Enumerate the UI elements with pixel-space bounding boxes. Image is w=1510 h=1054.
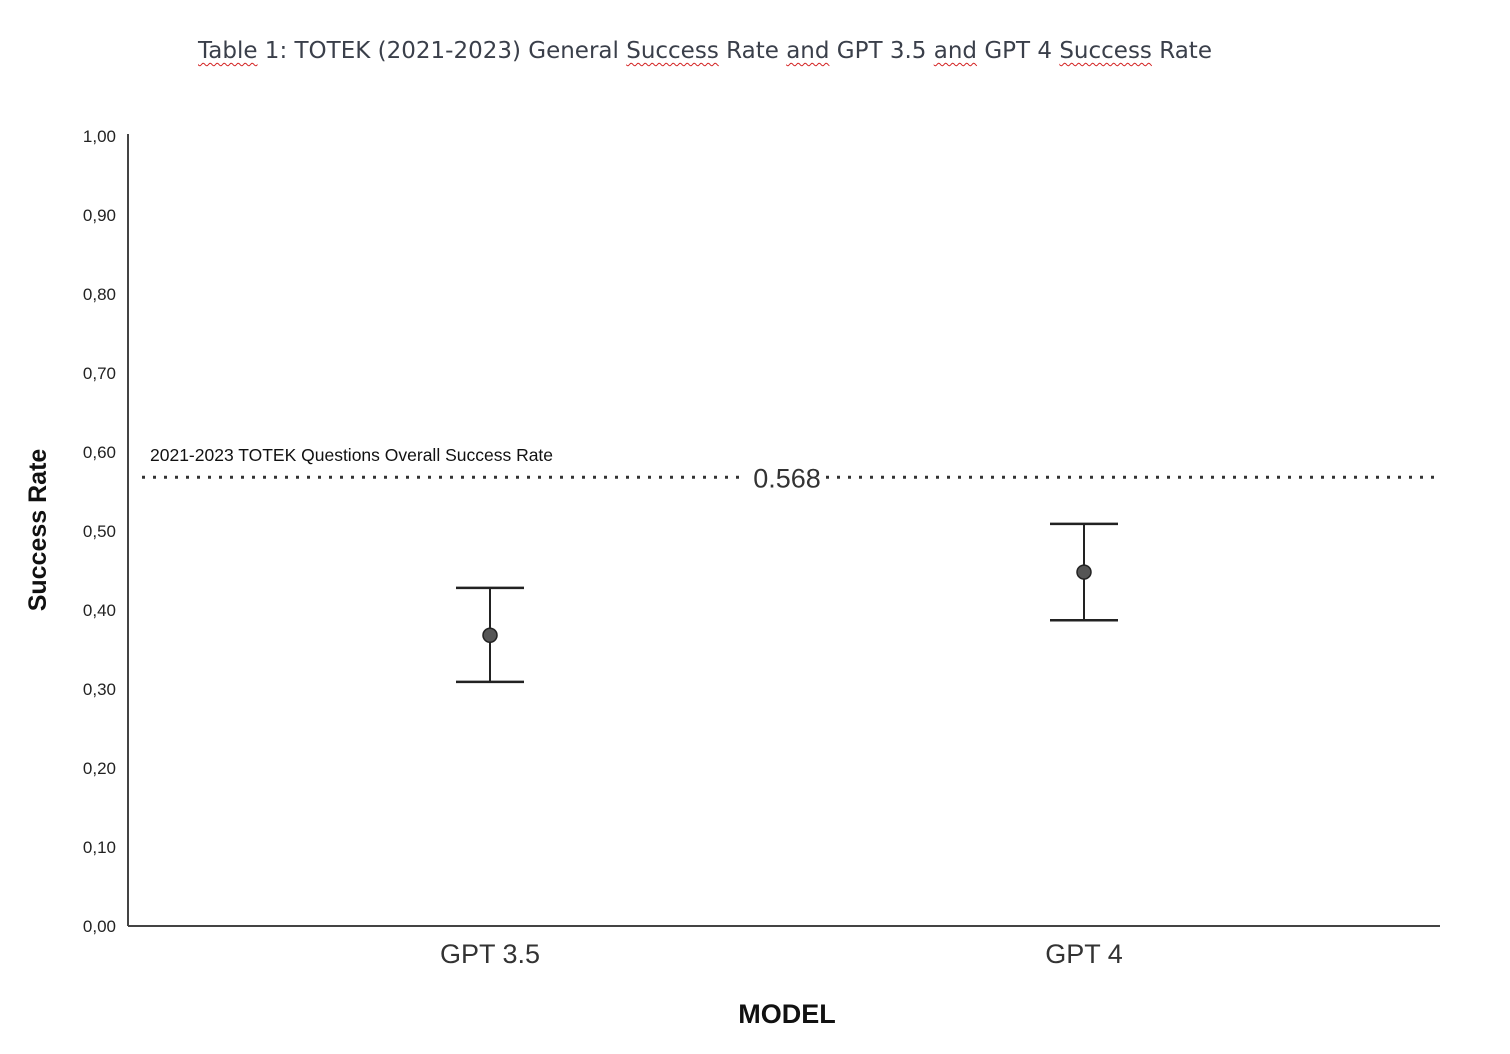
y-tick-label: 0,10 xyxy=(83,838,116,857)
y-tick-label: 0,70 xyxy=(83,364,116,383)
y-tick-label: 0,30 xyxy=(83,680,116,699)
title-segment: 1: TOTEK (2021-2023) General xyxy=(257,38,627,64)
y-tick-label: 0,50 xyxy=(83,522,116,541)
reference-line-value: 0.568 xyxy=(753,463,821,493)
chart-title: Table 1: TOTEK (2021-2023) General Succe… xyxy=(0,38,1410,64)
title-segment: Rate xyxy=(718,38,787,64)
title-segment: and xyxy=(933,38,978,64)
title-segment: GPT 3.5 xyxy=(829,38,934,64)
y-tick-label: 0,80 xyxy=(83,285,116,304)
y-tick-label: 0,90 xyxy=(83,206,116,225)
title-segment: Success xyxy=(626,38,719,64)
title-segment: Table xyxy=(198,38,258,64)
y-tick-label: 1,00 xyxy=(83,127,116,146)
reference-line-annotation: 2021-2023 TOTEK Questions Overall Succes… xyxy=(150,445,553,465)
x-tick-label: GPT 4 xyxy=(1045,939,1123,969)
x-axis-label: MODEL xyxy=(738,999,836,1029)
title-segment: Rate xyxy=(1151,38,1212,64)
y-tick-label: 0,20 xyxy=(83,759,116,778)
x-tick-label: GPT 3.5 xyxy=(440,939,540,969)
y-axis-label: Success Rate xyxy=(24,449,52,612)
y-tick-label: 0,00 xyxy=(83,917,116,936)
y-tick-label: 0,40 xyxy=(83,601,116,620)
mean-point xyxy=(482,627,498,644)
y-tick-label: 0,60 xyxy=(83,443,116,462)
mean-point xyxy=(1076,564,1092,580)
title-segment: Success xyxy=(1059,38,1152,64)
title-segment: GPT 4 xyxy=(977,38,1060,64)
title-segment: and xyxy=(786,38,830,64)
